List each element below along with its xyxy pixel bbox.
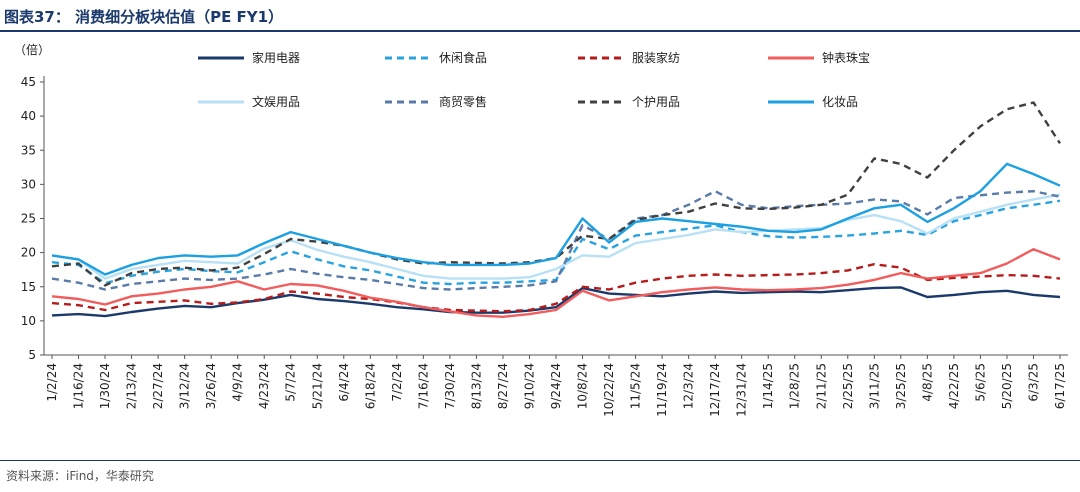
chart-series-group bbox=[51, 101, 1062, 318]
series-line-5 bbox=[51, 193, 1061, 280]
series-line-1 bbox=[51, 286, 1061, 318]
x-tick-label: 9/24/24 bbox=[549, 363, 563, 409]
legend-label-1: 家用电器 bbox=[252, 50, 300, 65]
figure-footer: 资料来源：iFind，华泰研究 bbox=[0, 460, 1080, 492]
x-tick-label: 5/7/24 bbox=[284, 363, 298, 402]
x-tick-label: 5/20/25 bbox=[1000, 363, 1014, 409]
figure-header: 图表37： 消费细分板块估值（PE FY1） bbox=[0, 0, 1080, 32]
x-tick-label: 2/25/25 bbox=[841, 363, 855, 409]
legend-label-3: 服装家纺 bbox=[632, 50, 680, 65]
series-line-3 bbox=[51, 262, 1061, 313]
x-tick-label: 10/22/24 bbox=[602, 363, 616, 417]
series-line-4 bbox=[51, 247, 1061, 318]
x-tick-label: 9/10/24 bbox=[522, 363, 536, 409]
legend-label-2: 休闲食品 bbox=[439, 50, 487, 65]
figure-title: 图表37： 消费细分板块估值（PE FY1） bbox=[4, 8, 284, 26]
legend-label-7: 个护用品 bbox=[632, 95, 680, 109]
x-tick-label: 1/16/24 bbox=[72, 363, 86, 409]
x-tick-label: 4/22/25 bbox=[947, 363, 961, 409]
x-tick-label: 2/11/25 bbox=[814, 363, 828, 409]
chart-axes: 5 10 15 20 25 30 35 40 45 1/2/24 1/16/24 1/30/24 2/1… bbox=[21, 75, 1068, 417]
x-tick-label: 4/23/24 bbox=[257, 363, 271, 409]
x-tick-label: 12/17/24 bbox=[708, 363, 722, 417]
x-tick-label: 1/14/25 bbox=[761, 363, 775, 409]
legend-label-8: 化妆品 bbox=[822, 95, 858, 109]
x-tick-label: 8/13/24 bbox=[469, 363, 483, 409]
x-tick-label: 8/27/24 bbox=[496, 363, 510, 409]
series-line-6 bbox=[51, 189, 1061, 291]
x-tick-label: 2/27/24 bbox=[151, 363, 165, 409]
x-tick-label: 2/13/24 bbox=[125, 363, 139, 409]
series-line-8 bbox=[51, 162, 1061, 276]
x-tick-label: 3/25/25 bbox=[894, 363, 908, 409]
y-axis-unit-label: （倍） bbox=[14, 42, 50, 57]
x-tick-label: 3/11/25 bbox=[867, 363, 881, 409]
legend-label-6: 商贸零售 bbox=[439, 94, 487, 109]
y-tick-label: 30 bbox=[21, 177, 36, 191]
x-tick-label: 6/18/24 bbox=[363, 363, 377, 409]
y-tick-label: 25 bbox=[21, 212, 36, 226]
source-note: 资料来源：iFind，华泰研究 bbox=[6, 469, 154, 483]
y-tick-label: 40 bbox=[21, 109, 36, 123]
y-tick-label: 35 bbox=[21, 143, 36, 157]
x-tick-label: 1/30/24 bbox=[98, 363, 112, 409]
x-tick-label: 11/5/24 bbox=[629, 363, 643, 409]
x-tick-label: 6/17/25 bbox=[1053, 363, 1067, 409]
x-tick-label: 7/16/24 bbox=[416, 363, 430, 409]
x-tick-label: 1/2/24 bbox=[45, 363, 59, 402]
x-tick-label: 1/28/25 bbox=[788, 363, 802, 409]
x-tick-label: 4/9/24 bbox=[231, 363, 245, 402]
x-tick-label: 12/31/24 bbox=[735, 363, 749, 417]
line-chart: 5 10 15 20 25 30 35 40 45 1/2/24 1/16/24 1/30/24 2/1… bbox=[14, 42, 1068, 417]
x-tick-label: 5/21/24 bbox=[310, 363, 324, 409]
footer-rule bbox=[0, 460, 1080, 461]
x-tick-label: 7/30/24 bbox=[443, 363, 457, 409]
y-tick-label: 5 bbox=[28, 348, 36, 362]
x-tick-label: 4/8/25 bbox=[920, 363, 934, 402]
y-tick-label: 20 bbox=[21, 246, 36, 260]
legend-label-4: 钟表珠宝 bbox=[822, 50, 870, 65]
x-tick-label: 12/3/24 bbox=[682, 363, 696, 409]
x-tick-label: 6/4/24 bbox=[337, 363, 351, 402]
x-tick-label: 10/8/24 bbox=[576, 363, 590, 409]
legend-label-5: 文娱用品 bbox=[252, 94, 300, 109]
x-tick-label: 6/3/25 bbox=[1026, 363, 1040, 402]
x-tick-label: 3/26/24 bbox=[204, 363, 218, 409]
y-tick-label: 15 bbox=[21, 280, 36, 294]
x-tick-label: 7/2/24 bbox=[390, 363, 404, 402]
y-tick-label: 45 bbox=[21, 75, 36, 89]
y-tick-label: 10 bbox=[21, 314, 36, 328]
header-rule bbox=[0, 30, 1080, 32]
x-tick-label: 5/6/25 bbox=[973, 363, 987, 402]
x-tick-label: 3/12/24 bbox=[178, 363, 192, 409]
x-tick-label: 11/19/24 bbox=[655, 363, 669, 417]
